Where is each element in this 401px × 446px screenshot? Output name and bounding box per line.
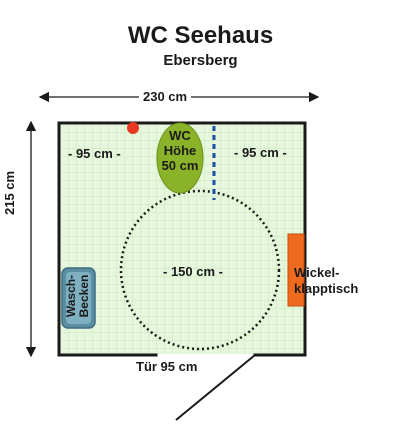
plan-title: WC Seehaus	[127, 22, 274, 49]
wc-bowl[interactable]	[156, 122, 204, 194]
wc-label-line3: 50 cm	[161, 158, 199, 173]
right-clearance-label: - 95 cm -	[234, 145, 287, 160]
wc-label-line2: Höhe	[163, 143, 197, 158]
wash-basin-label: Wasch- Becken	[64, 266, 91, 326]
plan-subtitle: Ebersberg	[163, 52, 238, 69]
wc-label: WC Höhe 50 cm	[150, 128, 210, 173]
width-label: 230 cm	[139, 89, 192, 104]
wc-label-line1: WC	[169, 128, 191, 143]
changing-table-label: Wickel- klapptisch	[294, 265, 358, 297]
left-clearance-label: - 95 cm -	[68, 146, 121, 161]
turning-circle	[119, 189, 281, 351]
changing-table[interactable]	[287, 233, 305, 307]
height-label: 215 cm	[2, 167, 17, 218]
wash-basin-bowl	[66, 272, 91, 324]
turning-circle-label: - 150 cm -	[163, 264, 223, 279]
alarm-button-icon[interactable]	[127, 122, 139, 134]
door-leaf[interactable]	[175, 354, 256, 421]
wash-basin-label-line2: Becken	[77, 274, 91, 318]
door-label: Tür 95 cm	[136, 359, 198, 374]
changing-table-label-line2: klapptisch	[294, 281, 359, 296]
changing-table-label-line1: Wickel-	[294, 265, 340, 280]
